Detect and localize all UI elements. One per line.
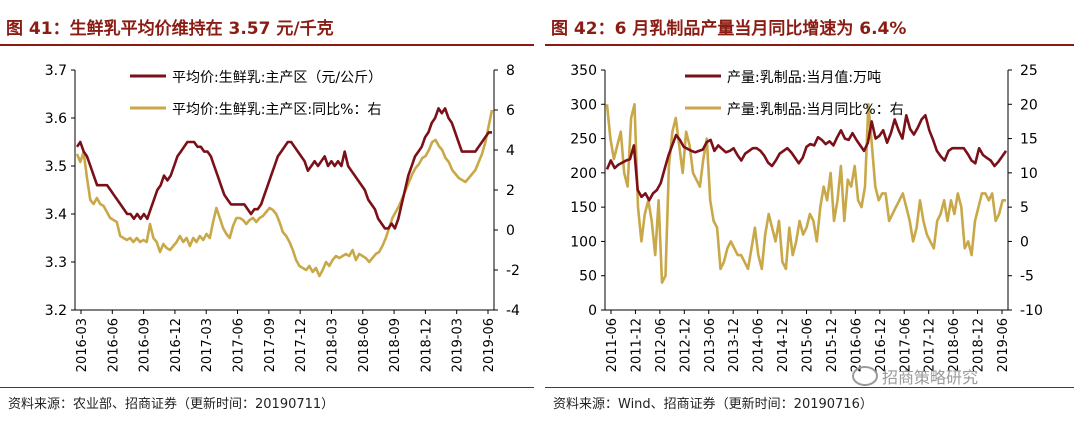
x-tick-label: 2016-06 xyxy=(106,318,121,372)
y-left-tick-label: 3.5 xyxy=(45,159,67,175)
y-left-tick-label: 250 xyxy=(570,132,597,148)
y-right-tick-label: -2 xyxy=(506,263,520,279)
source-note: 资料来源：Wind、招商证券（更新时间：20190716） xyxy=(553,397,873,412)
x-tick-label: 2017-12 xyxy=(923,318,938,372)
x-tick-label: 2014-12 xyxy=(776,318,791,372)
chart-panel-fig42: 图 42：6 月乳制品产量当月同比增速为 6.4% 0 50 100 150 200 25… xyxy=(545,0,1080,427)
y-right-tick-label: 4 xyxy=(506,143,515,159)
x-tick-label: 2015-12 xyxy=(825,318,840,372)
y-left-tick-label: 350 xyxy=(570,63,597,79)
y-left-tick-label: 3.4 xyxy=(45,207,67,223)
x-tick-label: 2018-06 xyxy=(357,318,372,372)
y-right-tick-label: -10 xyxy=(1020,303,1043,319)
title-rule xyxy=(0,44,534,46)
x-tick-label: 2016-09 xyxy=(138,318,153,372)
x-tick-label: 2011-12 xyxy=(629,318,644,372)
x-tick-label: 2012-12 xyxy=(678,318,693,372)
title-rule xyxy=(545,44,1074,46)
x-tick-label: 2018-12 xyxy=(419,318,434,372)
y-left-tick-label: 3.6 xyxy=(45,111,67,127)
x-tick-label: 2017-06 xyxy=(232,318,247,372)
x-tick-label: 2017-12 xyxy=(294,318,309,372)
wechat-icon xyxy=(852,366,878,386)
x-tick-label: 2013-06 xyxy=(703,318,718,372)
x-tick-label: 2019-03 xyxy=(451,318,466,372)
y-right-tick-label: 0 xyxy=(1020,234,1029,250)
source-rule xyxy=(545,387,1074,388)
x-tick-label: 2016-06 xyxy=(849,318,864,372)
y-right-tick-label: 0 xyxy=(506,223,515,239)
y-right-tick-label: 10 xyxy=(1020,166,1038,182)
chart-title: 图 41：生鲜乳平均价维持在 3.57 元/千克 xyxy=(6,19,334,39)
y-right-tick-label: 20 xyxy=(1020,97,1038,113)
legend-label-1: 产量:乳制品:当月值:万吨 xyxy=(727,70,881,86)
y-left-tick-label: 150 xyxy=(570,200,597,216)
x-tick-label: 2018-12 xyxy=(972,318,987,372)
series-line-2 xyxy=(75,109,494,278)
source-rule xyxy=(0,387,534,388)
y-left-tick-label: 200 xyxy=(570,166,597,182)
source-note: 资料来源：农业部、招商证券（更新时间：20190711） xyxy=(8,397,335,412)
y-right-tick-label: 8 xyxy=(506,63,515,79)
x-tick-label: 2017-09 xyxy=(263,318,278,372)
y-right-tick-label: 5 xyxy=(1020,200,1029,216)
x-tick-label: 2019-06 xyxy=(482,318,497,372)
x-tick-label: 2016-03 xyxy=(75,318,90,372)
y-left-tick-label: 50 xyxy=(579,269,597,285)
x-tick-label: 2016-12 xyxy=(169,318,184,372)
chart-title: 图 42：6 月乳制品产量当月同比增速为 6.4% xyxy=(551,19,907,39)
series-line-2 xyxy=(605,102,1006,284)
chart-panel-fig41: 图 41：生鲜乳平均价维持在 3.57 元/千克 3.2 3.3 3.4 3.5 3.6… xyxy=(0,19,534,412)
chart-fig42: 0 50 100 150 200 250 300 350 -10 -5 0 5 10 15 20 25 2011… xyxy=(570,63,1043,372)
x-tick-label: 2014-06 xyxy=(752,318,767,372)
y-left-tick-label: 3.2 xyxy=(45,303,67,319)
y-left-tick-label: 0 xyxy=(588,303,597,319)
y-left-tick-label: 3.7 xyxy=(45,63,67,79)
y-right-tick-label: 2 xyxy=(506,183,515,199)
x-tick-label: 2012-06 xyxy=(654,318,669,372)
x-tick-label: 2017-03 xyxy=(200,318,215,372)
y-right-tick-label: -4 xyxy=(506,303,520,319)
y-right-tick-label: 15 xyxy=(1020,132,1038,148)
legend-label-2: 平均价:生鲜乳:主产区:同比%：右 xyxy=(172,102,381,118)
x-tick-label: 2018-09 xyxy=(388,318,403,372)
x-tick-label: 2019-06 xyxy=(996,318,1011,372)
x-tick-label: 2018-06 xyxy=(947,318,962,372)
x-tick-label: 2011-06 xyxy=(605,318,620,372)
series-line-1 xyxy=(75,107,492,230)
y-left-tick-label: 3.3 xyxy=(45,255,67,271)
watermark: 招商策略研究 xyxy=(852,364,978,388)
y-right-tick-label: 6 xyxy=(506,103,515,119)
y-left-tick-label: 300 xyxy=(570,97,597,113)
x-tick-label: 2013-12 xyxy=(727,318,742,372)
x-tick-label: 2016-12 xyxy=(874,318,889,372)
watermark-text: 招商策略研究 xyxy=(882,368,979,387)
y-right-tick-label: -5 xyxy=(1020,269,1034,285)
x-tick-label: 2017-06 xyxy=(898,318,913,372)
chart-fig41: 3.2 3.3 3.4 3.5 3.6 3.7 -4 -2 0 2 4 6 8 2016-03 2016-0… xyxy=(45,63,520,372)
y-left-tick-label: 100 xyxy=(570,234,597,250)
legend-label-1: 平均价:生鲜乳:主产区（元/公斤） xyxy=(172,70,382,86)
y-right-tick-label: 25 xyxy=(1020,63,1038,79)
x-tick-label: 2018-03 xyxy=(325,318,340,372)
series-line-1 xyxy=(605,114,1008,202)
legend-label-2: 产量:乳制品:当月同比%：右 xyxy=(727,102,904,118)
x-tick-label: 2015-06 xyxy=(801,318,816,372)
